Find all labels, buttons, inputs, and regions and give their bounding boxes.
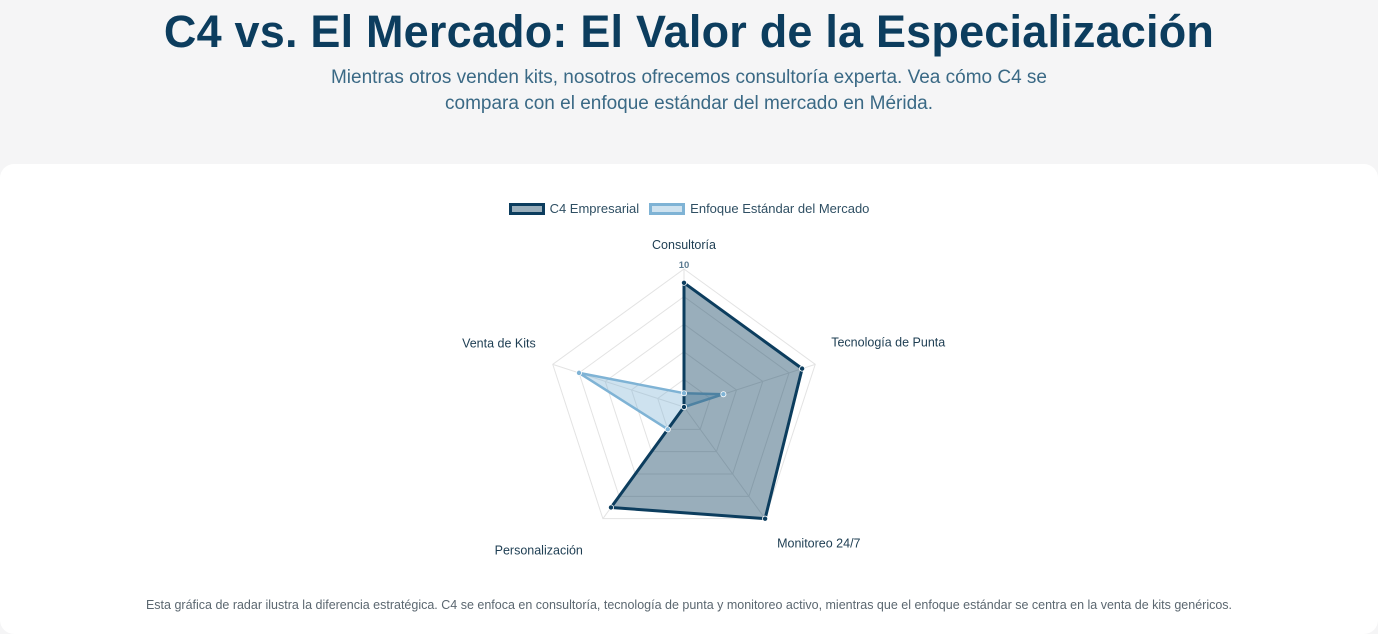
series-c4-point	[681, 279, 688, 286]
series-c4-point	[681, 403, 688, 410]
series-c4-area	[609, 281, 804, 521]
axis-label: Tecnología de Punta	[831, 335, 945, 349]
axis-label: Monitoreo 24/7	[777, 537, 860, 551]
series-market-point	[576, 369, 583, 376]
legend-swatch-market	[649, 202, 686, 215]
series-market-point	[664, 426, 671, 433]
series-c4-point	[607, 504, 614, 511]
legend-item-c4[interactable]: C4 Empresarial	[508, 201, 640, 216]
series-market-point	[681, 390, 688, 397]
series-c4-point	[762, 515, 769, 522]
axis-label: Personalización	[495, 544, 583, 558]
legend-label-c4: C4 Empresarial	[549, 201, 640, 216]
grid-ring	[657, 378, 711, 430]
page-subtitle: Mientras otros venden kits, nosotros ofr…	[330, 67, 1048, 114]
grid-ring	[552, 268, 816, 520]
chart-card	[0, 164, 1378, 634]
chart-legend: C4 Empresarial Enfoque Estándar del Merc…	[0, 201, 1378, 216]
series-market-point	[720, 391, 727, 398]
grid-ring	[578, 295, 790, 497]
grid-ring	[604, 323, 764, 475]
page-title: C4 vs. El Mercado: El Valor de la Especi…	[163, 6, 1215, 57]
legend-label-market: Enfoque Estándar del Mercado	[690, 201, 870, 216]
chart-caption: Esta gráfica de radar ilustra la diferen…	[145, 597, 1233, 612]
legend-item-market[interactable]: Enfoque Estándar del Mercado	[649, 201, 869, 216]
radar-chart: 10 Consultoría Tecnología de Punta Monitore…	[462, 238, 945, 558]
tick-label-10: 10	[679, 260, 690, 271]
legend-swatch-c4	[508, 202, 545, 215]
axis-label: Consultoría	[652, 238, 716, 252]
series-c4-point	[799, 365, 806, 372]
axis-label: Venta de Kits	[462, 336, 536, 350]
grid-spoke	[552, 363, 685, 408]
grid-spoke	[683, 406, 766, 519]
